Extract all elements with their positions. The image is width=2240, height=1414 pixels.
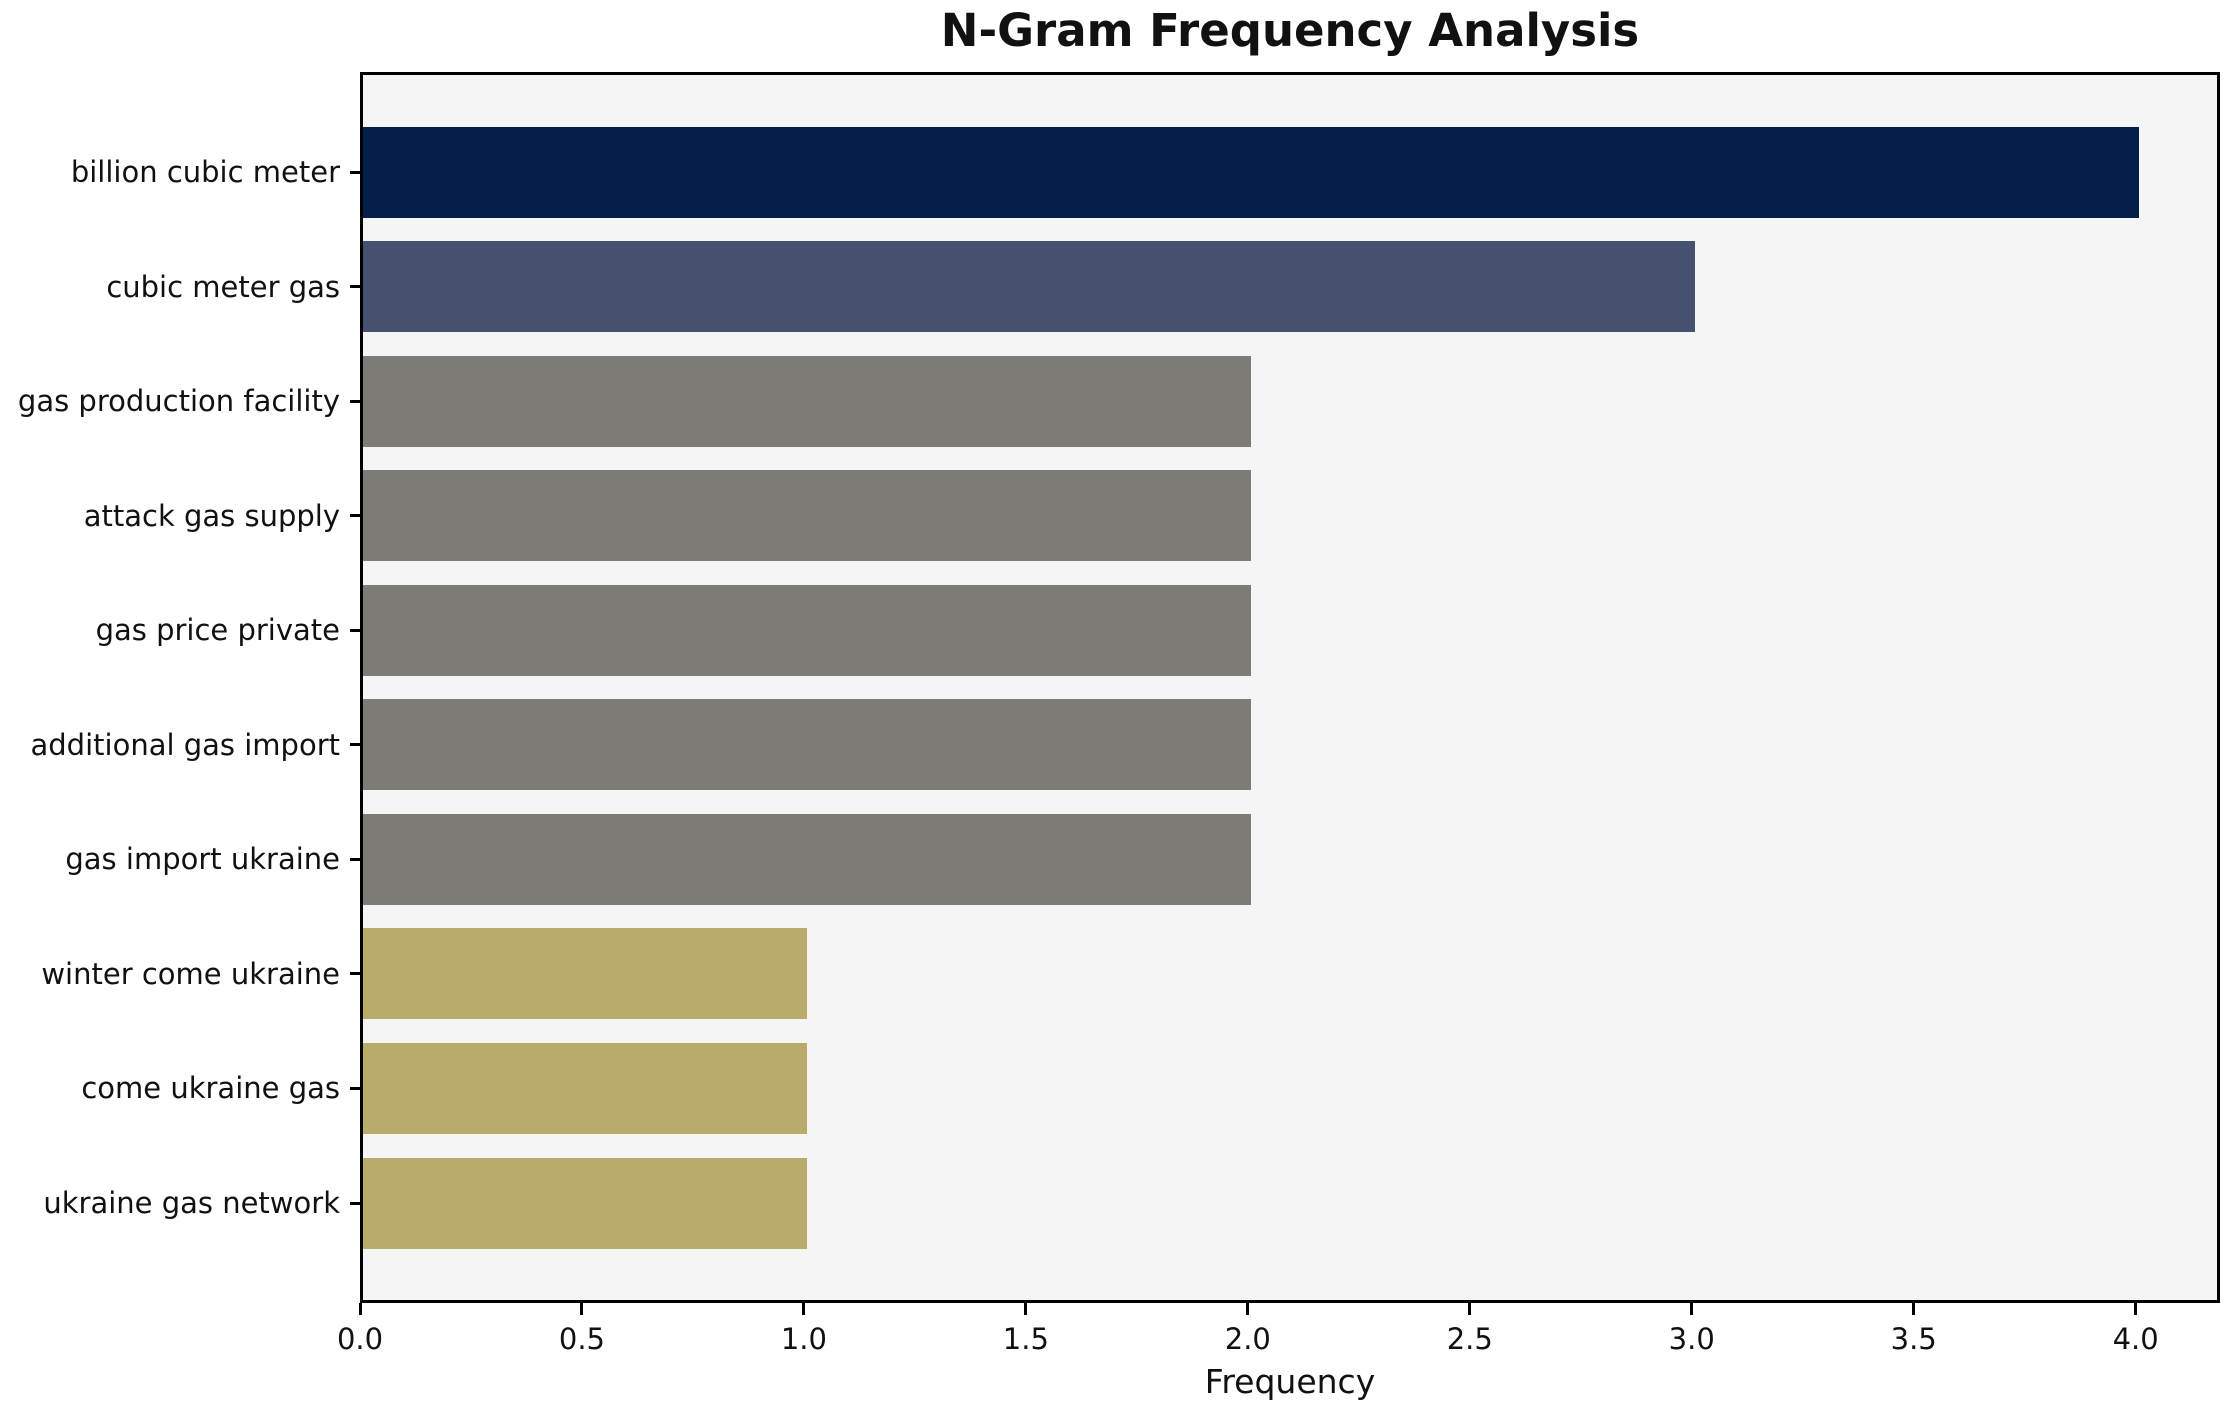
x-tick-label-3.5: 3.5: [1890, 1322, 1937, 1356]
x-tick-label-2.0: 2.0: [1224, 1322, 1271, 1356]
bar-winter-come-ukraine: [363, 928, 807, 1020]
y-tick-mark: [350, 285, 360, 289]
x-tick-mark: [1690, 1303, 1694, 1315]
x-tick-mark: [1468, 1303, 1472, 1315]
plot-area: [350, 72, 2220, 1303]
category-label-gas-import-ukraine: gas import ukraine: [65, 842, 340, 877]
x-tick-label-1.0: 1.0: [780, 1322, 827, 1356]
bar-gas-production-facility: [363, 355, 1251, 447]
x-tick-label-0.5: 0.5: [558, 1322, 606, 1356]
y-tick-mark: [350, 857, 360, 861]
category-label-additional-gas-import: additional gas import: [30, 727, 341, 762]
y-tick-mark: [350, 170, 360, 174]
y-tick-mark: [350, 1086, 360, 1090]
category-label-attack-gas-supply: attack gas supply: [83, 498, 340, 533]
category-label-gas-production-facility: gas production facility: [17, 384, 340, 419]
x-tick-mark: [2134, 1303, 2138, 1315]
x-tick-mark: [1246, 1303, 1250, 1315]
bar-ukraine-gas-network: [363, 1157, 807, 1249]
x-axis-label: Frequency: [1204, 1362, 1376, 1401]
x-tick-label-0.0: 0.0: [336, 1322, 384, 1356]
y-tick-mark: [350, 628, 360, 632]
y-tick-mark: [350, 1201, 360, 1205]
category-label-come-ukraine-gas: come ukraine gas: [81, 1071, 340, 1106]
x-tick-label-3.0: 3.0: [1668, 1322, 1715, 1356]
bar-attack-gas-supply: [363, 470, 1251, 562]
category-label-gas-price-private: gas price private: [95, 613, 340, 648]
x-tick-label-1.5: 1.5: [1002, 1322, 1049, 1356]
x-tick-mark: [580, 1303, 584, 1315]
bar-come-ukraine-gas: [363, 1042, 807, 1134]
y-tick-mark: [350, 972, 360, 976]
category-label-billion-cubic-meter: billion cubic meter: [70, 155, 340, 189]
x-tick-mark: [1024, 1303, 1028, 1315]
y-tick-mark: [350, 514, 360, 518]
x-tick-mark: [358, 1303, 362, 1315]
bar-additional-gas-import: [363, 699, 1251, 791]
y-tick-mark: [350, 743, 360, 747]
x-tick-label-2.5: 2.5: [1446, 1322, 1493, 1356]
bar-cubic-meter-gas: [363, 241, 1695, 333]
bar-gas-import-ukraine: [363, 813, 1251, 905]
x-tick-mark: [802, 1303, 806, 1315]
bar-gas-price-private: [363, 584, 1251, 676]
x-tick-mark: [1912, 1303, 1916, 1315]
y-tick-mark: [350, 399, 360, 403]
x-tick-label-4.0: 4.0: [2112, 1322, 2159, 1356]
plot-inner: [350, 75, 2217, 1300]
category-label-ukraine-gas-network: ukraine gas network: [43, 1186, 340, 1221]
chart-title: N-Gram Frequency Analysis: [940, 4, 1640, 57]
category-label-cubic-meter-gas: cubic meter gas: [106, 269, 340, 304]
category-label-winter-come-ukraine: winter come ukraine: [41, 956, 340, 991]
bar-billion-cubic-meter: [363, 126, 2139, 218]
